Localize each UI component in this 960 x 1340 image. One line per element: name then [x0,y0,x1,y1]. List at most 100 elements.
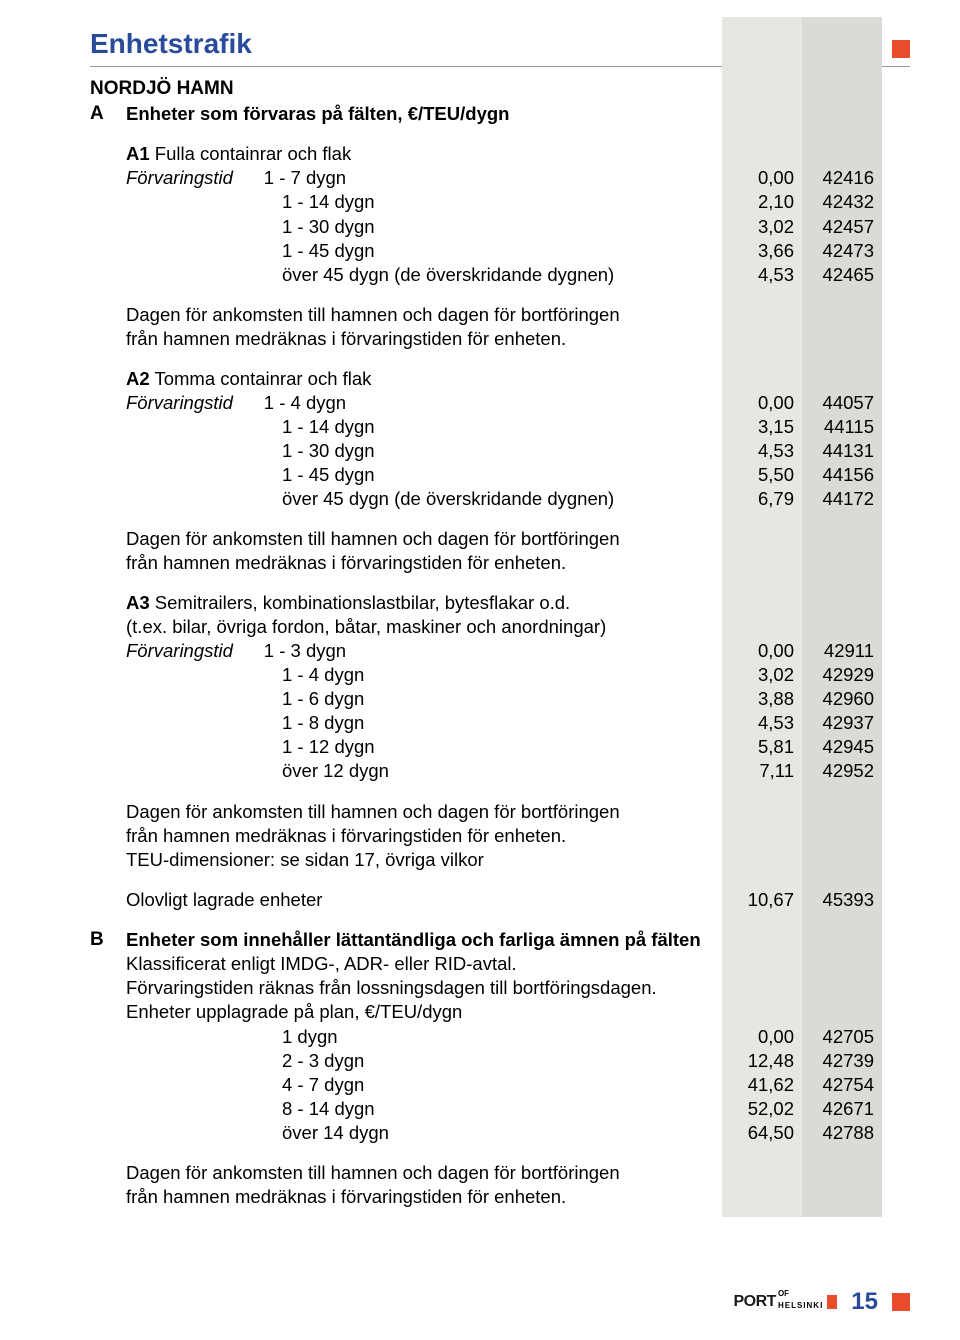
b-row-3: 8 - 14 dygn52,0242671 [90,1097,910,1121]
a2-r3-eur: 5,50 [722,463,802,487]
b-r2-kod: 42754 [802,1073,882,1097]
a3-r2-label: 1 - 6 dygn [126,687,722,711]
a1-r4-label: över 45 dygn (de överskridande dygnen) [126,263,722,287]
a3-r3-eur: 4,53 [722,711,802,735]
a3-r2-eur: 3,88 [722,687,802,711]
a1-label: Fulla containrar och flak [155,143,351,164]
b-r4-label: över 14 dygn [126,1121,722,1145]
page-number: 15 [851,1288,878,1316]
a1-title-row: A1 Fulla containrar och flak [90,142,910,166]
b-r3-kod: 42671 [802,1097,882,1121]
b-l3: Enheter upplagrade på plan, €/TEU/dygn [126,1000,722,1024]
note8-row: från hamnen medräknas i förvaringstiden … [90,1185,910,1209]
section-nordjo-row: NORDJÖ HAMN [90,77,910,102]
a3-label: Semitrailers, kombinationslastbilar, byt… [155,592,570,613]
b-row-2: 4 - 7 dygn41,6242754 [90,1073,910,1097]
a2-r1-kod: 44115 [802,415,882,439]
a3-row-0: Förvaringstid 1 - 3 dygn0,0042911 [90,639,910,663]
a2-r2-label: 1 - 30 dygn [126,439,722,463]
a1-r3-eur: 3,66 [722,239,802,263]
a2-r2-eur: 4,53 [722,439,802,463]
accent-square-icon [892,40,910,58]
a3-r3-label: 1 - 8 dygn [126,711,722,735]
marker-a: A [90,102,126,127]
a3-sub-row: (t.ex. bilar, övriga fordon, båtar, mask… [90,615,910,639]
a1-r0-kod: 42416 [802,166,882,190]
a3-r1-kod: 42929 [802,663,882,687]
marker-b: B [90,928,126,953]
a2-title-row: A2 Tomma containrar och flak [90,367,910,391]
note1: Dagen för ankomsten till hamnen och dage… [126,303,722,327]
a1-row-0: Förvaringstid 1 - 7 dygn 0,00 42416 [90,166,910,190]
a3-row-4: 1 - 12 dygn5,8142945 [90,735,910,759]
olovligt-row: Olovligt lagrade enheter10,6745393 [90,888,910,912]
b-r2-label: 4 - 7 dygn [126,1073,722,1097]
b-l1: Klassificerat enligt IMDG-, ADR- eller R… [126,952,722,976]
a3-title-row: A3 Semitrailers, kombinationslastbilar, … [90,591,910,615]
a3-r3-kod: 42937 [802,711,882,735]
note8: från hamnen medräknas i förvaringstiden … [126,1185,722,1209]
note4-row: från hamnen medräknas i förvaringstiden … [90,551,910,575]
a1-title: A1 [126,143,150,164]
a1-r4-kod: 42465 [802,263,882,287]
a1-r1-label: 1 - 14 dygn [126,190,722,214]
a2-r4-label: över 45 dygn (de överskridande dygnen) [126,487,722,511]
section-b-row: B Enheter som innehåller lättantändliga … [90,928,910,953]
a1-r2-eur: 3,02 [722,215,802,239]
a1-row-2: 1 - 30 dygn3,0242457 [90,215,910,239]
a3-r0-eur: 0,00 [722,639,802,663]
a2-label: Tomma containrar och flak [154,368,371,389]
a2-r0-label: 1 - 4 dygn [264,392,346,413]
a3-r0-kod: 42911 [802,639,882,663]
a1-r1-kod: 42432 [802,190,882,214]
a2-r1-label: 1 - 14 dygn [126,415,722,439]
b-r1-label: 2 - 3 dygn [126,1049,722,1073]
a2-row-4: över 45 dygn (de överskridande dygnen)6,… [90,487,910,511]
a3-forv: Förvaringstid [126,640,233,661]
b-r3-label: 8 - 14 dygn [126,1097,722,1121]
note6: från hamnen medräknas i förvaringstiden … [126,824,722,848]
b-r0-kod: 42705 [802,1025,882,1049]
logo-main: PORT [734,1293,776,1311]
a3-r4-label: 1 - 12 dygn [126,735,722,759]
b-l1-row: Klassificerat enligt IMDG-, ADR- eller R… [90,952,910,976]
a2-r2-kod: 44131 [802,439,882,463]
heading-b: Enheter som innehåller lättantändliga oc… [126,928,722,953]
note1-row: Dagen för ankomsten till hamnen och dage… [90,303,910,327]
page: Enhetstrafik € Kod NORDJÖ HAMN A Enheter… [0,0,960,1209]
b-r1-kod: 42739 [802,1049,882,1073]
note5-row: Dagen för ankomsten till hamnen och dage… [90,800,910,824]
a2-r1-eur: 3,15 [722,415,802,439]
b-r4-kod: 42788 [802,1121,882,1145]
a3-r1-eur: 3,02 [722,663,802,687]
a1-r1-eur: 2,10 [722,190,802,214]
logo-city: HELSINKI [778,1302,823,1310]
note3-row: Dagen för ankomsten till hamnen och dage… [90,527,910,551]
a3-r4-kod: 42945 [802,735,882,759]
b-r4-eur: 64,50 [722,1121,802,1145]
a3-r2-kod: 42960 [802,687,882,711]
b-l3-row: Enheter upplagrade på plan, €/TEU/dygn [90,1000,910,1024]
a2-r0-kod: 44057 [802,391,882,415]
a1-r2-kod: 42457 [802,215,882,239]
b-r2-eur: 41,62 [722,1073,802,1097]
a2-r0-eur: 0,00 [722,391,802,415]
port-logo: PORT OF HELSINKI [734,1293,838,1311]
b-row-4: över 14 dygn64,5042788 [90,1121,910,1145]
a2-row-0: Förvaringstid 1 - 4 dygn0,0044057 [90,391,910,415]
a1-row-1: 1 - 14 dygn2,1042432 [90,190,910,214]
footer: PORT OF HELSINKI 15 [734,1288,911,1316]
olovligt-kod: 45393 [802,888,882,912]
a1-r4-eur: 4,53 [722,263,802,287]
a3-title: A3 [126,592,150,613]
note7: Dagen för ankomsten till hamnen och dage… [126,1161,722,1185]
b-row-0: 1 dygn0,0042705 [90,1025,910,1049]
note4: från hamnen medräknas i förvaringstiden … [126,551,722,575]
a3-r5-kod: 42952 [802,759,882,783]
a1-row-4: över 45 dygn (de överskridande dygnen)4,… [90,263,910,287]
b-r1-eur: 12,48 [722,1049,802,1073]
b-r0-eur: 0,00 [722,1025,802,1049]
note2-row: från hamnen medräknas i förvaringstiden … [90,327,910,351]
a3-r1-label: 1 - 4 dygn [126,663,722,687]
a1-r3-label: 1 - 45 dygn [126,239,722,263]
